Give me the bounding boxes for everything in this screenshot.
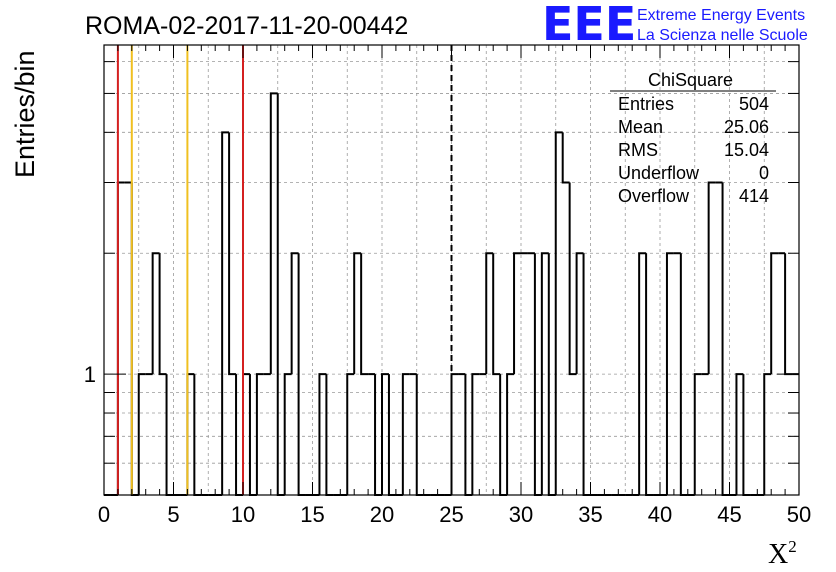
histogram-bin (492, 253, 501, 376)
x-axis-title: X2 (768, 537, 797, 570)
histogram-bin (506, 373, 515, 495)
axis-ticks (103, 45, 800, 495)
histogram-bin (151, 252, 160, 375)
x-tick-label: 50 (787, 502, 811, 527)
x-tick-label: 45 (717, 502, 741, 527)
histogram-bin (721, 182, 730, 496)
histogram-bin (561, 132, 570, 184)
histogram-bin (130, 182, 139, 496)
x-tick-label: 30 (509, 502, 533, 527)
histogram-bin (693, 373, 702, 495)
reference-lines (116, 45, 453, 495)
stats-label: Overflow (618, 186, 690, 206)
histogram-bin (381, 373, 389, 495)
histogram-bin (540, 252, 549, 495)
histogram-bin (770, 252, 779, 375)
x-tick-label: 35 (578, 502, 602, 527)
x-axis-title-superscript: 2 (788, 537, 797, 556)
histogram-bin (707, 181, 716, 375)
stats-value: 504 (739, 94, 769, 114)
stats-value: 0 (759, 163, 769, 183)
histogram-bin (638, 252, 647, 495)
eee-logo: EEE Extreme Energy Events La Scienza nel… (542, 0, 808, 51)
histogram-bin (116, 181, 125, 495)
histogram-bin (283, 373, 292, 495)
histogram-bin (137, 373, 146, 495)
histogram-bin (575, 252, 584, 375)
histogram-bin (353, 252, 362, 375)
x-tick-label: 0 (98, 502, 110, 527)
histogram-bin (735, 373, 744, 495)
stats-label: Entries (618, 94, 674, 114)
histogram-bin (360, 253, 369, 376)
x-tick-label: 20 (370, 502, 394, 527)
stats-box: ChiSquare Entries 504 Mean 25.06 RMS 15.04 Und… (610, 70, 776, 206)
x-tick-label: 40 (648, 502, 672, 527)
x-tick-label: 5 (167, 502, 179, 527)
stats-rows: Entries 504 Mean 25.06 RMS 15.04 Underflow 0 Ove… (618, 94, 769, 206)
histogram-bin (554, 131, 563, 495)
y-tick-labels: 1 (84, 362, 96, 387)
stats-name: ChiSquare (648, 70, 733, 90)
histogram-bin (276, 93, 285, 496)
stats-label: RMS (618, 140, 658, 160)
stats-label: Underflow (618, 163, 700, 183)
stats-label: Mean (618, 117, 663, 137)
histogram-bin (228, 132, 237, 376)
histogram-bin (513, 252, 521, 375)
stats-value: 15.04 (724, 140, 769, 160)
x-tick-labels: 0 5 10 15 20 25 30 35 40 45 50 (98, 502, 811, 527)
histogram-bin (346, 373, 355, 495)
histogram-bin (485, 252, 494, 375)
histogram-bin (450, 373, 459, 495)
histogram-bin (221, 131, 230, 495)
histogram-bin (255, 373, 264, 495)
stats-value: 25.06 (724, 117, 769, 137)
chart-title: ROMA-02-2017-11-20-00442 (85, 12, 408, 40)
x-tick-label: 25 (439, 502, 463, 527)
histogram-bin (290, 252, 299, 375)
histogram-bin (471, 373, 480, 495)
logo-line-2: La Scienza nelle Scuole (637, 27, 808, 44)
x-tick-label: 10 (231, 502, 255, 527)
histogram-bin (665, 252, 674, 495)
x-tick-label: 15 (300, 502, 324, 527)
histogram-bin (568, 182, 577, 376)
histogram-bin (784, 253, 793, 376)
x-axis-title-base: X (768, 539, 788, 570)
logo-line-1: Extreme Energy Events (637, 7, 805, 24)
stats-value: 414 (739, 186, 769, 206)
histogram-bin (269, 92, 278, 375)
y-axis-title: Entries/bin (10, 50, 40, 178)
histogram-bin (401, 373, 410, 495)
y-tick-label: 1 (84, 362, 96, 387)
histogram-bin (318, 373, 327, 495)
histogram-bin (158, 253, 167, 376)
histogram-bin (763, 373, 772, 495)
logo-mark: EEE (542, 0, 636, 51)
